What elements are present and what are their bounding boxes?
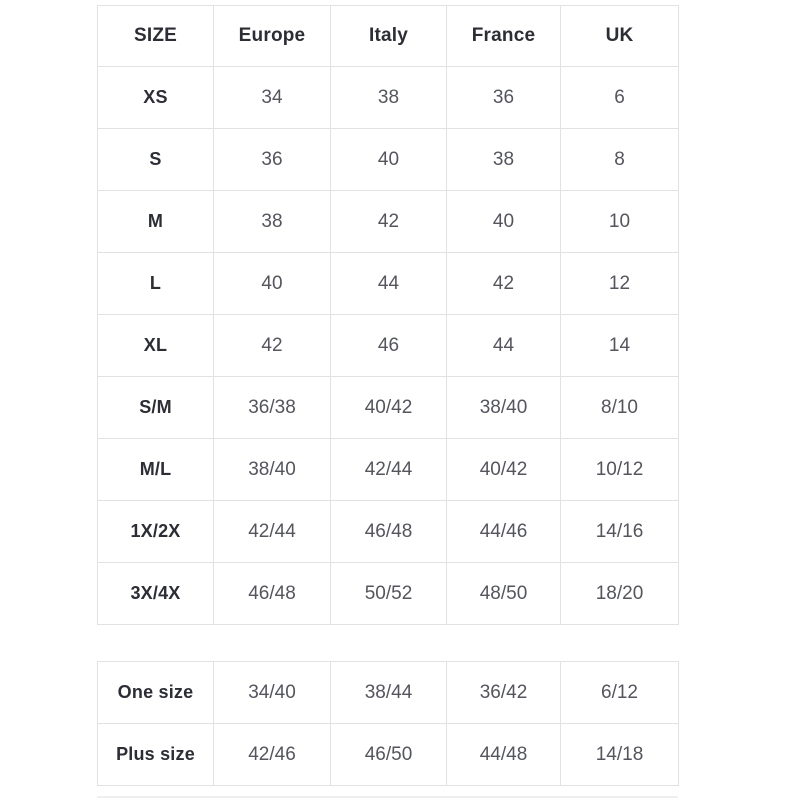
size-value-cell: 6/12 [560, 661, 679, 724]
column-header-uk: UK [560, 5, 679, 67]
size-value-cell: 14 [560, 314, 679, 377]
table-row: XS 34 38 36 6 [97, 66, 679, 129]
column-header-france: France [446, 5, 561, 67]
size-value-cell: 34 [213, 66, 331, 129]
size-label-cell: L [97, 252, 214, 315]
table-row: L 40 44 42 12 [97, 252, 679, 315]
size-value-cell: 34/40 [213, 661, 331, 724]
table-row: Plus size 42/46 46/50 44/48 14/18 [97, 723, 679, 786]
column-header-size: SIZE [97, 5, 214, 67]
size-value-cell: 14/18 [560, 723, 679, 786]
page-bottom-divider [97, 796, 678, 798]
size-value-cell: 38 [446, 128, 561, 191]
size-label-cell: 3X/4X [97, 562, 214, 625]
size-value-cell: 8 [560, 128, 679, 191]
special-sizes-table-body: One size 34/40 38/44 36/42 6/12 Plus size 42/4… [97, 661, 679, 786]
size-value-cell: 36/42 [446, 661, 561, 724]
size-value-cell: 42/46 [213, 723, 331, 786]
size-value-cell: 8/10 [560, 376, 679, 439]
size-value-cell: 44/48 [446, 723, 561, 786]
size-value-cell: 10 [560, 190, 679, 253]
size-value-cell: 40 [446, 190, 561, 253]
table-row: One size 34/40 38/44 36/42 6/12 [97, 661, 679, 724]
size-conversion-table-body: XS 34 38 36 6 S 36 40 38 8 M 38 42 40 10 L 40 44 42 12 XL 42 4… [97, 66, 679, 625]
size-value-cell: 46 [330, 314, 447, 377]
special-sizes-table: One size 34/40 38/44 36/42 6/12 Plus size 42/4… [97, 661, 679, 786]
size-conversion-table-header: SIZE Europe Italy France UK [97, 5, 679, 67]
size-value-cell: 40 [213, 252, 331, 315]
size-label-cell: M [97, 190, 214, 253]
size-label-cell: S/M [97, 376, 214, 439]
size-value-cell: 38/40 [213, 438, 331, 501]
size-value-cell: 44 [446, 314, 561, 377]
size-value-cell: 40 [330, 128, 447, 191]
size-value-cell: 38/40 [446, 376, 561, 439]
size-conversion-table: SIZE Europe Italy France UK XS 34 38 36 6 S 36 40 38… [97, 5, 679, 625]
size-value-cell: 50/52 [330, 562, 447, 625]
size-value-cell: 40/42 [330, 376, 447, 439]
size-value-cell: 42 [213, 314, 331, 377]
size-value-cell: 36 [446, 66, 561, 129]
size-value-cell: 36 [213, 128, 331, 191]
size-charts-container: SIZE Europe Italy France UK XS 34 38 36 6 S 36 40 38… [97, 5, 679, 786]
size-value-cell: 38 [330, 66, 447, 129]
size-value-cell: 38/44 [330, 661, 447, 724]
size-value-cell: 38 [213, 190, 331, 253]
size-label-cell: XL [97, 314, 214, 377]
size-value-cell: 46/50 [330, 723, 447, 786]
table-row: 3X/4X 46/48 50/52 48/50 18/20 [97, 562, 679, 625]
size-value-cell: 14/16 [560, 500, 679, 563]
size-value-cell: 42 [446, 252, 561, 315]
size-label-cell: One size [97, 661, 214, 724]
table-row: 1X/2X 42/44 46/48 44/46 14/16 [97, 500, 679, 563]
table-row: XL 42 46 44 14 [97, 314, 679, 377]
size-value-cell: 18/20 [560, 562, 679, 625]
size-label-cell: M/L [97, 438, 214, 501]
size-value-cell: 48/50 [446, 562, 561, 625]
size-value-cell: 44/46 [446, 500, 561, 563]
size-value-cell: 46/48 [330, 500, 447, 563]
column-header-italy: Italy [330, 5, 447, 67]
size-value-cell: 42/44 [330, 438, 447, 501]
header-row: SIZE Europe Italy France UK [97, 5, 679, 67]
size-value-cell: 36/38 [213, 376, 331, 439]
size-value-cell: 6 [560, 66, 679, 129]
size-value-cell: 46/48 [213, 562, 331, 625]
table-row: S/M 36/38 40/42 38/40 8/10 [97, 376, 679, 439]
size-value-cell: 42/44 [213, 500, 331, 563]
size-label-cell: S [97, 128, 214, 191]
table-row: M 38 42 40 10 [97, 190, 679, 253]
table-row: M/L 38/40 42/44 40/42 10/12 [97, 438, 679, 501]
size-value-cell: 12 [560, 252, 679, 315]
size-label-cell: Plus size [97, 723, 214, 786]
size-value-cell: 42 [330, 190, 447, 253]
size-label-cell: 1X/2X [97, 500, 214, 563]
size-label-cell: XS [97, 66, 214, 129]
size-value-cell: 10/12 [560, 438, 679, 501]
column-header-europe: Europe [213, 5, 331, 67]
table-row: S 36 40 38 8 [97, 128, 679, 191]
size-value-cell: 44 [330, 252, 447, 315]
size-value-cell: 40/42 [446, 438, 561, 501]
